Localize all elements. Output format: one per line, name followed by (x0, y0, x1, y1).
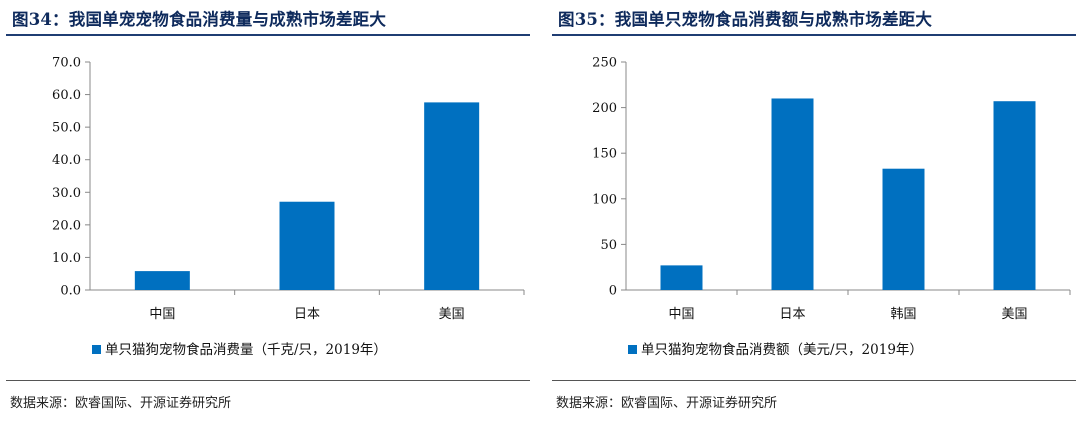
x-tick-label: 日本 (779, 307, 805, 322)
legend-swatch (628, 345, 637, 354)
y-tick-label: 50.0 (52, 121, 81, 136)
bar-2 (771, 98, 814, 290)
bar-3 (882, 168, 925, 290)
y-tick-label: 200 (592, 101, 617, 116)
legend-label: 单只猫狗宠物食品消费量（千克/只，2019年） (105, 341, 387, 358)
y-tick-label: 150 (592, 147, 617, 162)
y-tick-label: 70.0 (52, 56, 81, 71)
x-tick-label: 美国 (439, 307, 465, 322)
bar-1 (134, 271, 190, 290)
y-tick-label: 10.0 (52, 251, 81, 266)
source-note: 数据来源：欧睿国际、开源证券研究所 (10, 396, 232, 411)
x-tick-label: 中国 (149, 307, 175, 322)
title-rule (552, 34, 1076, 36)
bar-3 (424, 102, 480, 290)
y-tick-label: 250 (592, 56, 617, 71)
source-rule (6, 380, 530, 381)
y-tick-label: 50 (600, 238, 617, 253)
x-tick-label: 中国 (668, 307, 694, 322)
x-tick-label: 美国 (1001, 307, 1027, 322)
source-rule (552, 380, 1076, 381)
y-tick-label: 0 (609, 284, 617, 299)
x-tick-label: 韩国 (890, 307, 916, 322)
bar-4 (993, 101, 1036, 290)
title-rule (6, 34, 530, 36)
chart-panel-left: 图34：我国单宠宠物食品消费量与成熟市场差距大 0.0 10.0 20.0 30.0 4… (6, 0, 530, 424)
y-tick-label: 20.0 (52, 218, 81, 233)
y-tick-label: 30.0 (52, 186, 81, 201)
y-tick-label: 40.0 (52, 153, 81, 168)
bar-chart-consumption-value: 0 50 100 150 200 250 中国 日本 韩国 美国单只猫狗宠物食品消费额（美元/只，… (592, 56, 1071, 358)
source-note: 数据来源：欧睿国际、开源证券研究所 (556, 396, 778, 411)
bar-1 (660, 265, 703, 290)
y-tick-label: 0.0 (60, 284, 81, 299)
legend-label: 单只猫狗宠物食品消费额（美元/只，2019年） (641, 341, 923, 358)
bar-2 (279, 201, 335, 290)
chart-title: 图34：我国单宠宠物食品消费量与成熟市场差距大 (12, 10, 387, 29)
chart-title: 图35：我国单只宠物食品消费额与成熟市场差距大 (558, 10, 933, 29)
chart-panel-right: 图35：我国单只宠物食品消费额与成熟市场差距大 0 50 100 150 200 250 中… (552, 0, 1076, 424)
x-tick-label: 日本 (294, 307, 320, 322)
legend-swatch (92, 345, 101, 354)
y-tick-label: 60.0 (52, 88, 81, 103)
bar-chart-consumption-volume: 0.0 10.0 20.0 30.0 40.0 50.0 60.0 70.0 中国 日本 美国单只猫… (52, 56, 525, 358)
y-tick-label: 100 (592, 192, 617, 207)
